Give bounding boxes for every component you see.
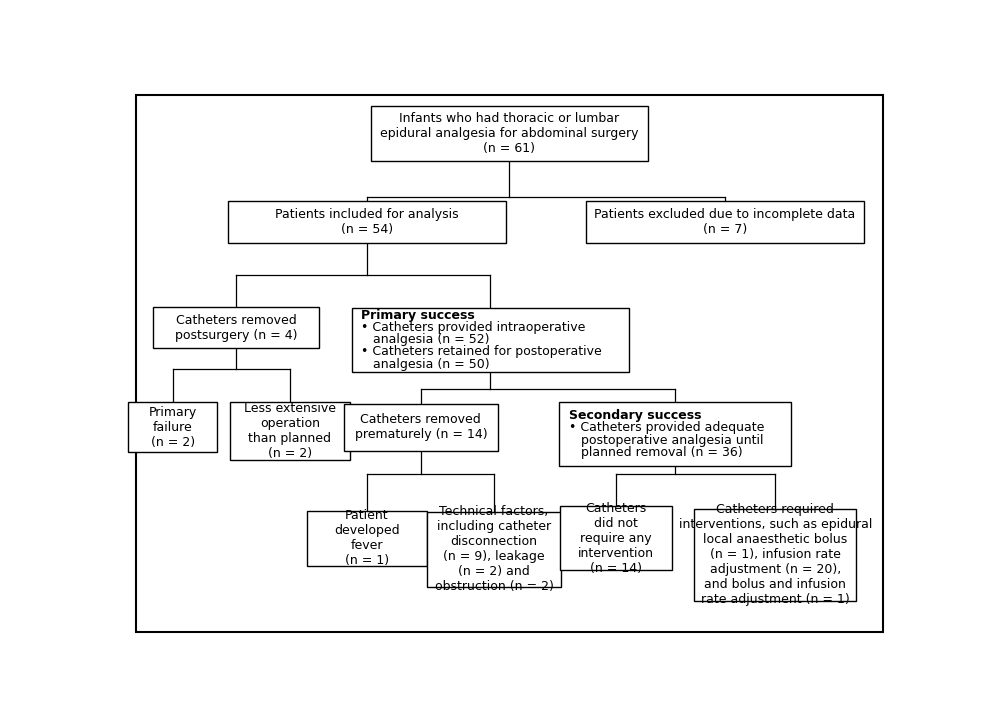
Text: Patient
developed
fever
(n = 1): Patient developed fever (n = 1) [334, 509, 400, 567]
Text: Secondary success: Secondary success [569, 409, 701, 422]
FancyBboxPatch shape [586, 202, 864, 243]
FancyBboxPatch shape [352, 308, 629, 372]
FancyBboxPatch shape [231, 402, 350, 460]
FancyBboxPatch shape [560, 402, 790, 466]
FancyBboxPatch shape [426, 512, 562, 587]
Text: Primary
failure
(n = 2): Primary failure (n = 2) [149, 406, 197, 449]
Text: Infants who had thoracic or lumbar
epidural analgesia for abdominal surgery
(n =: Infants who had thoracic or lumbar epidu… [380, 112, 639, 155]
Text: Patients excluded due to incomplete data
(n = 7): Patients excluded due to incomplete data… [594, 208, 856, 236]
Text: Patients included for analysis
(n = 54): Patients included for analysis (n = 54) [275, 208, 458, 236]
Text: Catheters required
interventions, such as epidural
local anaesthetic bolus
(n = : Catheters required interventions, such a… [679, 503, 872, 606]
Text: • Catheters provided intraoperative: • Catheters provided intraoperative [361, 321, 585, 334]
Text: postoperative analgesia until: postoperative analgesia until [569, 433, 763, 446]
FancyBboxPatch shape [307, 510, 426, 566]
Text: analgesia (n = 52): analgesia (n = 52) [361, 333, 489, 346]
Text: analgesia (n = 50): analgesia (n = 50) [361, 358, 489, 371]
FancyBboxPatch shape [344, 404, 498, 451]
Text: Technical factors,
including catheter
disconnection
(n = 9), leakage
(n = 2) and: Technical factors, including catheter di… [434, 505, 554, 593]
Text: • Catheters retained for postoperative: • Catheters retained for postoperative [361, 346, 601, 359]
Text: Less extensive
operation
than planned
(n = 2): Less extensive operation than planned (n… [244, 402, 336, 460]
Text: Catheters removed
prematurely (n = 14): Catheters removed prematurely (n = 14) [355, 413, 487, 441]
FancyBboxPatch shape [128, 402, 217, 452]
Text: Primary success: Primary success [361, 309, 474, 322]
Text: • Catheters provided adequate: • Catheters provided adequate [569, 421, 764, 434]
FancyBboxPatch shape [694, 509, 856, 600]
FancyBboxPatch shape [229, 202, 506, 243]
Text: planned removal (n = 36): planned removal (n = 36) [569, 446, 743, 459]
FancyBboxPatch shape [153, 307, 319, 348]
Text: Catheters
did not
require any
intervention
(n = 14): Catheters did not require any interventi… [578, 502, 654, 575]
FancyBboxPatch shape [371, 106, 648, 161]
FancyBboxPatch shape [560, 506, 672, 570]
Text: Catheters removed
postsurgery (n = 4): Catheters removed postsurgery (n = 4) [175, 314, 297, 341]
